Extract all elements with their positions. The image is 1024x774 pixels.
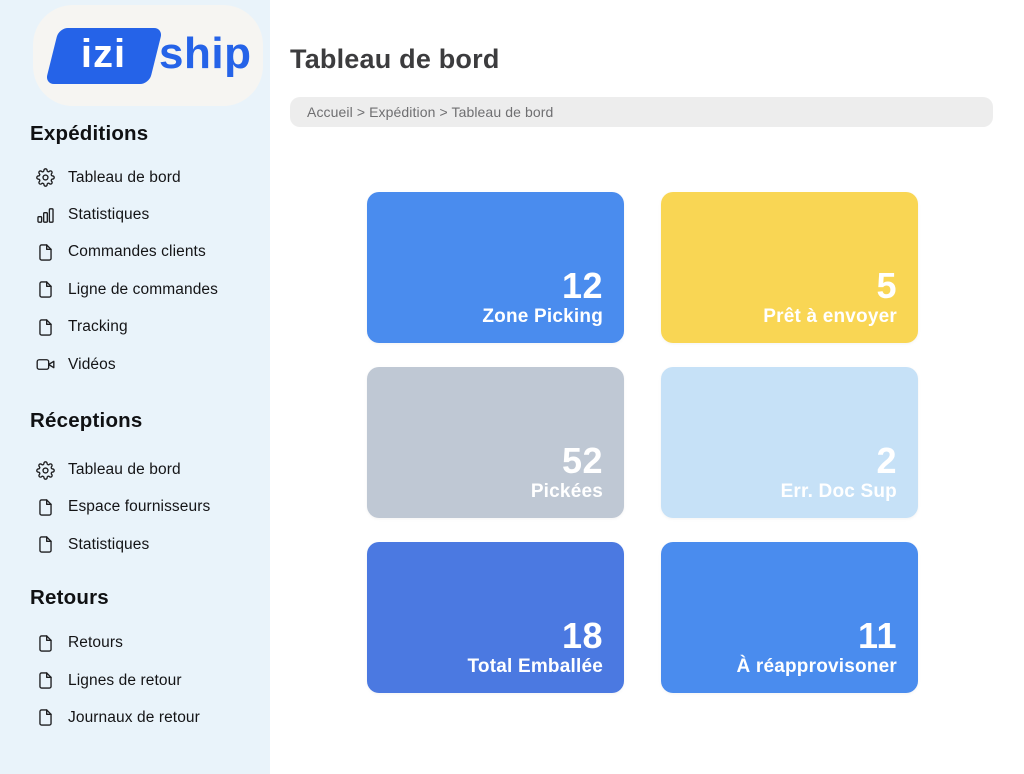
gear-icon <box>36 460 55 480</box>
sidebar-item-tableau-de-bord[interactable]: Tableau de bord <box>0 159 270 196</box>
stat-card-label: Err. Doc Sup <box>780 481 897 503</box>
gear-icon <box>36 168 55 188</box>
stat-card-value: 18 <box>561 614 603 656</box>
logo-ship-text: ship <box>159 29 252 78</box>
stat-card-value: 2 <box>876 439 897 481</box>
sidebar-section-title: Expéditions <box>30 122 149 145</box>
sidebar-item-label: Espace fournisseurs <box>68 498 211 516</box>
sidebar-item-label: Lignes de retour <box>68 671 182 689</box>
page-title: Tableau de bord <box>290 44 500 74</box>
sidebar-section-title: Retours <box>30 585 109 609</box>
stat-card-zone-picking[interactable]: 12 Zone Picking <box>367 192 624 343</box>
file-icon <box>36 280 55 299</box>
sidebar-item-label: Commandes clients <box>68 243 206 261</box>
sidebar-item-label: Tableau de bord <box>68 168 181 186</box>
sidebar-item-tableau-de-bord[interactable]: Tableau de bord <box>0 451 270 488</box>
sidebar-section: Retours Retours Lignes de retour Journau… <box>0 586 270 737</box>
stat-card-value: 5 <box>876 264 897 306</box>
sidebar: izi ship Expéditions Tableau de bord Sta… <box>0 0 270 774</box>
logo-izi-text: izi <box>81 31 127 76</box>
file-icon <box>36 243 55 262</box>
logo-area: izi ship <box>0 0 270 112</box>
sidebar-item-label: Ligne de commandes <box>68 280 219 298</box>
sidebar-nav-list: Retours Lignes de retour Journaux de ret… <box>0 625 270 737</box>
stat-card-value: 11 <box>857 614 897 656</box>
sidebar-section: Réceptions Tableau de bord Espace fourni… <box>0 409 270 563</box>
main-content: Tableau de bord Accueil > Expédition > T… <box>270 0 1024 774</box>
file-icon <box>36 318 55 337</box>
sidebar-item-label: Vidéos <box>68 355 116 373</box>
sidebar-item-journaux-de-retour[interactable]: Journaux de retour <box>0 699 270 736</box>
stat-card-total-emball-e[interactable]: 18 Total Emballée <box>367 542 624 693</box>
sidebar-item-label: Tracking <box>68 318 128 336</box>
sidebar-item-retours[interactable]: Retours <box>0 625 270 662</box>
logo-izi-badge: izi <box>45 28 163 84</box>
breadcrumb[interactable]: Accueil > Expédition > Tableau de bord <box>290 97 993 127</box>
sidebar-nav: Expéditions Tableau de bord Statistiques… <box>0 122 270 737</box>
sidebar-item-label: Statistiques <box>68 206 150 224</box>
stat-card-value: 12 <box>561 264 603 306</box>
sidebar-section: Expéditions Tableau de bord Statistiques… <box>0 122 270 383</box>
stat-card-pr-t-envoyer[interactable]: 5 Prêt à envoyer <box>661 192 918 343</box>
stat-card-err-doc-sup[interactable]: 2 Err. Doc Sup <box>661 367 918 518</box>
file-icon <box>36 535 55 554</box>
stat-card-label: Zone Picking <box>482 306 603 328</box>
stat-card-label: Pickées <box>530 481 603 503</box>
file-icon <box>36 634 55 653</box>
sidebar-item-statistiques[interactable]: Statistiques <box>0 196 270 233</box>
sidebar-item-lignes-de-retour[interactable]: Lignes de retour <box>0 662 270 699</box>
sidebar-item-label: Statistiques <box>68 535 150 553</box>
video-icon <box>36 355 55 374</box>
stat-card-label: Total Emballée <box>467 656 603 678</box>
app-logo[interactable]: izi ship <box>45 28 252 84</box>
sidebar-item-tracking[interactable]: Tracking <box>0 309 270 346</box>
stat-card-pick-es[interactable]: 52 Pickées <box>367 367 624 518</box>
sidebar-item-label: Journaux de retour <box>68 708 200 726</box>
bar-chart-icon <box>36 206 55 225</box>
sidebar-item-label: Tableau de bord <box>68 461 181 479</box>
sidebar-nav-list: Tableau de bord Espace fournisseurs Stat… <box>0 451 270 563</box>
file-icon <box>36 708 55 727</box>
sidebar-item-label: Retours <box>68 634 123 652</box>
stat-card-label: Prêt à envoyer <box>763 306 897 328</box>
stat-cards-grid: 12 Zone Picking 5 Prêt à envoyer 52 Pick… <box>367 192 918 693</box>
file-icon <box>36 671 55 690</box>
file-icon <box>36 498 55 517</box>
stat-card--r-approvisoner[interactable]: 11 À réapprovisoner <box>661 542 918 693</box>
sidebar-section-title: Réceptions <box>30 409 143 433</box>
sidebar-item-espace-fournisseurs[interactable]: Espace fournisseurs <box>0 489 270 526</box>
stat-card-value: 52 <box>561 439 603 481</box>
sidebar-item-commandes-clients[interactable]: Commandes clients <box>0 234 270 271</box>
sidebar-nav-list: Tableau de bord Statistiques Commandes c… <box>0 159 270 383</box>
stat-card-label: À réapprovisoner <box>736 656 897 678</box>
sidebar-item-vid-os[interactable]: Vidéos <box>0 346 270 383</box>
sidebar-item-ligne-de-commandes[interactable]: Ligne de commandes <box>0 271 270 308</box>
sidebar-item-statistiques[interactable]: Statistiques <box>0 526 270 563</box>
